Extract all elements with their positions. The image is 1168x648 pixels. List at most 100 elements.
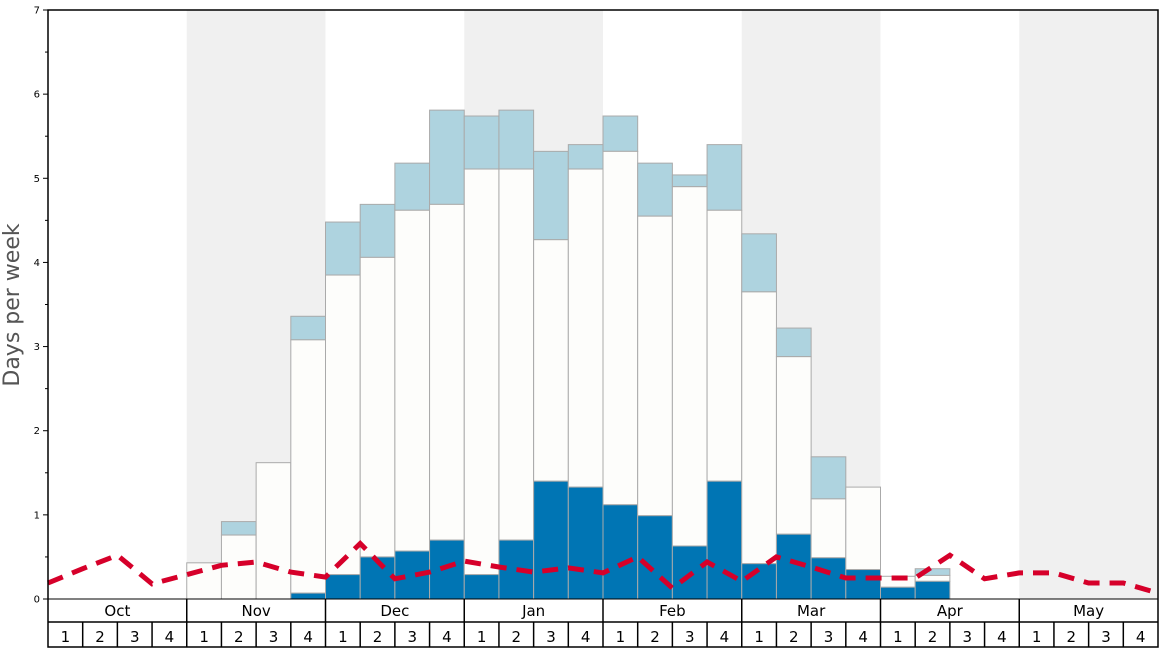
week-label: 2 bbox=[789, 628, 799, 646]
bar-lightblue-segment bbox=[394, 162, 431, 211]
bar-lightblue-segment bbox=[325, 221, 361, 276]
bar-white-segment bbox=[255, 462, 292, 600]
week-label: 1 bbox=[1032, 628, 1042, 646]
bar-white-segment bbox=[810, 498, 847, 559]
bar-white-segment bbox=[602, 150, 639, 506]
week-label: 1 bbox=[754, 628, 764, 646]
bar-white-segment bbox=[359, 256, 396, 558]
bar-darkblue-segment bbox=[706, 480, 743, 600]
bar-darkblue-segment bbox=[463, 574, 500, 600]
bar-white-segment bbox=[533, 239, 569, 482]
week-label: 3 bbox=[407, 628, 417, 646]
week-label: 4 bbox=[165, 628, 175, 646]
week-label: 4 bbox=[858, 628, 868, 646]
bar-lightblue-segment bbox=[498, 109, 535, 170]
bar-white-segment bbox=[775, 356, 812, 535]
bar-white-segment bbox=[845, 486, 881, 571]
week-label: 1 bbox=[199, 628, 209, 646]
y-tick-label: 3 bbox=[34, 342, 40, 353]
bar-lightblue-segment bbox=[741, 233, 777, 293]
week-label: 4 bbox=[1136, 628, 1146, 646]
bar-white-segment bbox=[567, 168, 604, 488]
bar-lightblue-segment bbox=[429, 109, 465, 205]
bar-darkblue-segment bbox=[290, 592, 326, 600]
month-label-feb: Feb bbox=[659, 602, 686, 620]
dashed-line bbox=[47, 539, 1159, 596]
bar-white-segment bbox=[463, 168, 500, 576]
week-label: 4 bbox=[997, 628, 1007, 646]
bar-darkblue-segment bbox=[914, 580, 951, 600]
week-label: 2 bbox=[512, 628, 522, 646]
axes: 0 1 2 3 4 5 6 7 Oct 1 2 3 4 Nov 1 2 3 4 Dec 1 2 3 4 Jan 1 2 3 4 Feb 1… bbox=[34, 6, 1159, 648]
bar-darkblue-segment bbox=[845, 569, 881, 600]
week-label: 3 bbox=[130, 628, 140, 646]
bar-white-segment bbox=[498, 168, 535, 541]
bar-lightblue-segment bbox=[533, 150, 569, 241]
month-label-nov: Nov bbox=[241, 602, 270, 620]
bar-white-segment bbox=[290, 339, 326, 594]
week-label: 1 bbox=[893, 628, 903, 646]
week-label: 2 bbox=[95, 628, 105, 646]
month-label-jan: Jan bbox=[521, 602, 545, 620]
bar-lightblue-segment bbox=[602, 115, 639, 152]
week-label: 2 bbox=[373, 628, 383, 646]
y-axis-label: Days per week bbox=[0, 223, 25, 386]
week-label: 4 bbox=[581, 628, 591, 646]
dashed-series-line bbox=[47, 539, 1159, 596]
week-label: 1 bbox=[616, 628, 626, 646]
week-label: 2 bbox=[1067, 628, 1077, 646]
bar-lightblue-segment bbox=[220, 521, 257, 536]
bars bbox=[186, 109, 951, 600]
bar-darkblue-segment bbox=[325, 574, 361, 600]
week-label: 3 bbox=[685, 628, 695, 646]
bar-white-segment bbox=[637, 215, 673, 517]
bar-white-segment bbox=[325, 274, 361, 576]
bar-lightblue-segment bbox=[706, 144, 743, 211]
week-label: 1 bbox=[338, 628, 348, 646]
y-tick-label: 0 bbox=[34, 595, 40, 606]
month-label-mar: Mar bbox=[797, 602, 826, 620]
month-label-oct: Oct bbox=[104, 602, 130, 620]
month-label-may: May bbox=[1073, 602, 1104, 620]
bar-darkblue-segment bbox=[741, 563, 777, 600]
y-tick-label: 2 bbox=[34, 426, 40, 437]
bar-lightblue-segment bbox=[637, 162, 673, 217]
week-label: 3 bbox=[824, 628, 834, 646]
week-label: 4 bbox=[720, 628, 730, 646]
week-label: 3 bbox=[269, 628, 279, 646]
bar-lightblue-segment bbox=[567, 144, 604, 170]
bar-white-segment bbox=[706, 209, 743, 482]
month-shade-may bbox=[1019, 10, 1158, 599]
bar-lightblue-segment bbox=[463, 115, 500, 170]
bar-darkblue-segment bbox=[775, 533, 812, 600]
week-label: 1 bbox=[477, 628, 487, 646]
bar-lightblue-segment bbox=[359, 203, 396, 258]
week-label: 4 bbox=[303, 628, 313, 646]
week-label: 1 bbox=[61, 628, 71, 646]
bar-white-segment bbox=[741, 291, 777, 565]
y-tick-label: 1 bbox=[34, 510, 40, 521]
bar-darkblue-segment bbox=[533, 480, 569, 600]
bar-darkblue-segment bbox=[602, 504, 639, 600]
bar-darkblue-segment bbox=[567, 486, 604, 600]
bar-white-segment bbox=[671, 186, 708, 547]
week-label: 3 bbox=[546, 628, 556, 646]
week-label: 2 bbox=[928, 628, 938, 646]
week-label: 3 bbox=[962, 628, 972, 646]
month-label-apr: Apr bbox=[937, 602, 964, 620]
bar-white-segment bbox=[429, 203, 465, 541]
y-tick-label: 6 bbox=[34, 90, 40, 101]
bar-darkblue-segment bbox=[880, 586, 916, 600]
week-label: 2 bbox=[650, 628, 660, 646]
y-tick-label: 7 bbox=[34, 6, 40, 17]
week-label: 4 bbox=[442, 628, 452, 646]
week-label: 3 bbox=[1101, 628, 1111, 646]
bar-lightblue-segment bbox=[671, 174, 708, 188]
week-label: 2 bbox=[234, 628, 244, 646]
bar-lightblue-segment bbox=[775, 327, 812, 358]
bar-lightblue-segment bbox=[810, 456, 847, 500]
bar-lightblue-segment bbox=[290, 315, 326, 341]
bar-darkblue-segment bbox=[429, 539, 465, 600]
y-tick-label: 4 bbox=[34, 258, 40, 269]
